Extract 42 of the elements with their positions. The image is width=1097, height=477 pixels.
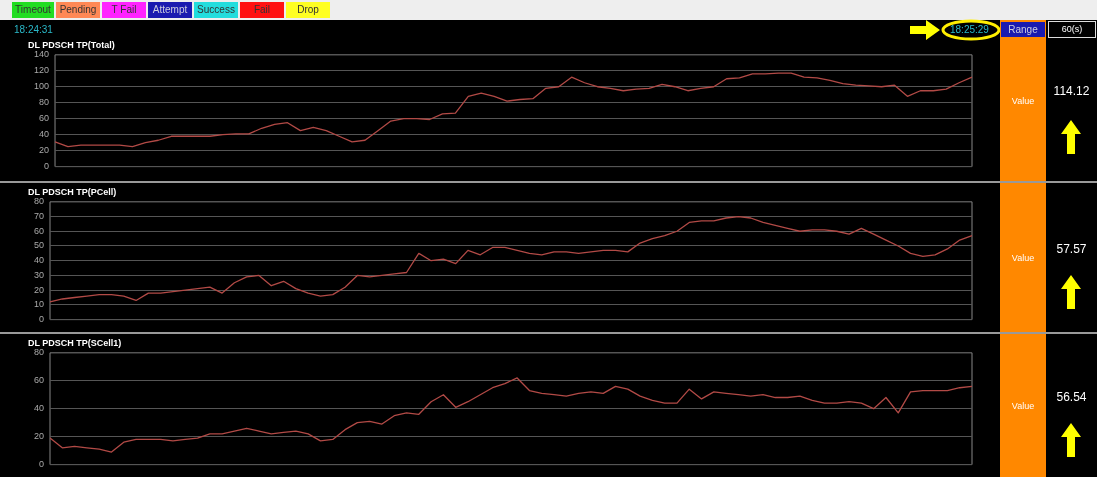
y-tick-label: 60: [34, 225, 45, 236]
y-tick-label: 40: [34, 255, 45, 266]
text: Value: [1000, 183, 1046, 332]
text: Range: [1001, 22, 1045, 37]
text: 18:25:29: [950, 24, 989, 35]
y-tick-label: 0: [44, 161, 50, 172]
text: 57.57: [1055, 242, 1088, 256]
y-tick-label: 20: [34, 431, 45, 442]
y-tick-label: 70: [34, 211, 45, 222]
y-tick-label: 20: [34, 284, 45, 295]
chart-title: DL PDSCH TP(Total): [28, 39, 115, 50]
y-tick-label: 80: [34, 347, 45, 358]
text: Pending: [56, 2, 100, 18]
y-tick-label: 30: [34, 269, 45, 280]
text: Fail: [240, 2, 284, 18]
text: 60(s): [1048, 21, 1096, 38]
y-tick-label: 80: [39, 97, 50, 108]
y-tick-label: 120: [33, 65, 50, 76]
text: Attempt: [148, 2, 192, 18]
y-tick-label: 0: [39, 459, 45, 470]
text: 114.12: [1052, 84, 1091, 98]
chart-title: DL PDSCH TP(PCell): [28, 186, 117, 197]
text: Success: [194, 2, 238, 18]
text: Value: [1000, 334, 1046, 477]
y-tick-label: 50: [34, 240, 45, 251]
y-tick-label: 80: [34, 196, 45, 207]
chart-title: DL PDSCH TP(SCell1): [28, 337, 122, 348]
text: T Fail: [102, 2, 146, 18]
text: 18:24:31: [14, 24, 53, 35]
y-tick-label: 140: [33, 49, 50, 60]
y-tick-label: 10: [34, 299, 45, 310]
text: Value: [1011, 95, 1035, 106]
text: 56.54: [1055, 390, 1088, 404]
y-tick-label: 60: [39, 113, 50, 124]
y-tick-label: 40: [39, 129, 50, 140]
y-tick-label: 100: [33, 81, 50, 92]
y-tick-label: 60: [34, 375, 45, 386]
y-tick-label: 20: [39, 145, 50, 156]
y-tick-label: 0: [39, 314, 45, 325]
y-tick-label: 40: [34, 403, 45, 414]
text: Drop: [286, 2, 330, 18]
text: Timeout: [12, 2, 54, 18]
